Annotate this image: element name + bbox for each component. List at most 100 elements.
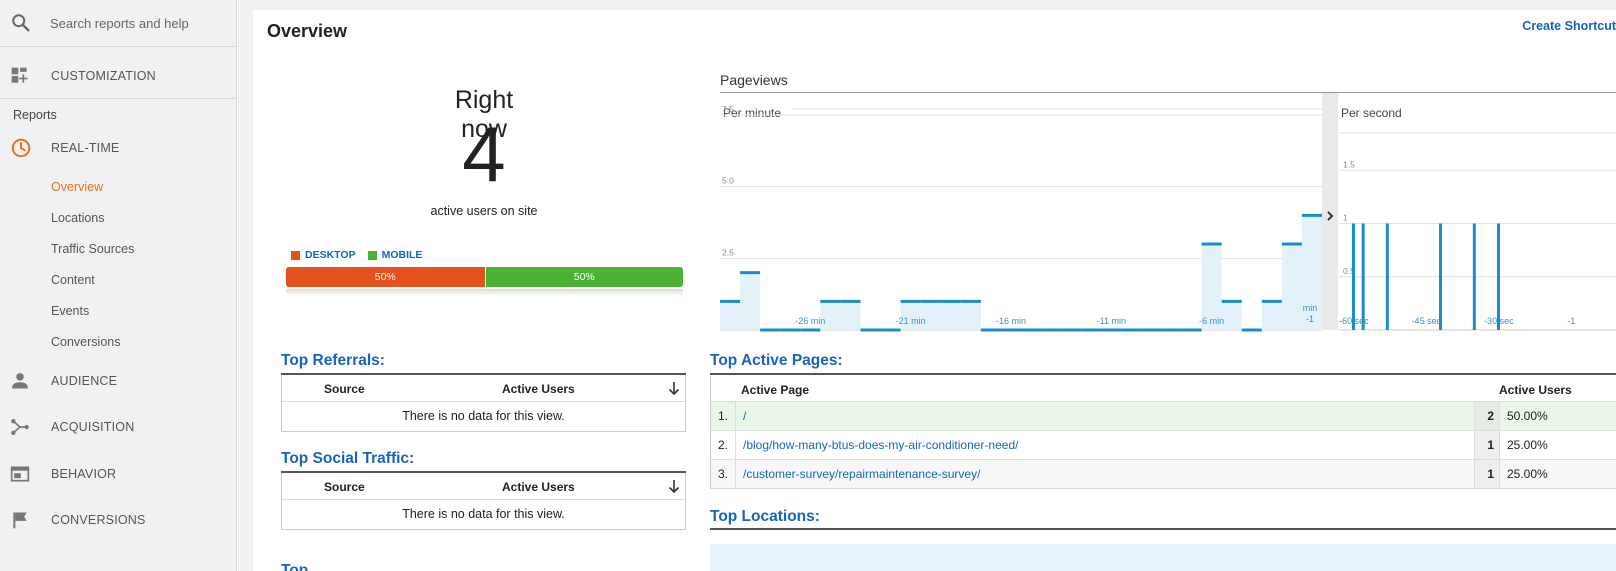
sidebar-item-acquisition[interactable]: ACQUISITION bbox=[0, 404, 236, 450]
sidebar-subitem-overview[interactable]: Overview bbox=[51, 180, 104, 194]
top-keywords-heading: Top Keywords: bbox=[281, 562, 309, 571]
reports-header: Reports bbox=[13, 108, 57, 122]
pageviews-divider bbox=[720, 92, 1616, 93]
locations-divider bbox=[710, 528, 1616, 530]
x-tick-label: -1 bbox=[1306, 314, 1314, 324]
social-table-header: Source Active Users bbox=[282, 473, 685, 500]
sidebar-item-label: REAL-TIME bbox=[51, 141, 120, 155]
x-tick-label: -60 sec bbox=[1339, 316, 1369, 326]
user-percent: 25.00% bbox=[1507, 467, 1548, 481]
x-tick-label: -16 min bbox=[996, 316, 1026, 326]
col-active-users[interactable]: Active Users bbox=[502, 480, 575, 494]
device-split-bar: 50% 50% bbox=[286, 267, 683, 289]
sidebar: CUSTOMIZATION Reports REAL-TIME Overview… bbox=[0, 0, 237, 571]
per-second-label: Per second bbox=[1341, 106, 1402, 120]
main-area: Overview Create Shortcut Right now 4 act… bbox=[238, 0, 1616, 571]
bar-shadow bbox=[286, 289, 683, 296]
row-number: 1. bbox=[711, 402, 736, 430]
sidebar-subitem-events[interactable]: Events bbox=[51, 304, 90, 318]
table-row: 1. / 2 50.00% bbox=[710, 402, 1616, 431]
y-tick-label: 1.5 bbox=[1343, 159, 1355, 169]
pageview-area bbox=[720, 301, 741, 330]
sort-down-arrow-icon[interactable] bbox=[667, 380, 681, 396]
page-link[interactable]: /customer-survey/repairmaintenance-surve… bbox=[743, 467, 981, 481]
pageview-area bbox=[1221, 301, 1242, 330]
pageview-area bbox=[820, 301, 841, 330]
active-users-count: 4 bbox=[462, 110, 506, 198]
desktop-swatch bbox=[291, 250, 300, 260]
sidebar-item-conversions[interactable]: CONVERSIONS bbox=[0, 497, 236, 543]
x-tick-label: -45 sec bbox=[1412, 316, 1442, 326]
search-bar bbox=[0, 0, 236, 47]
empty-message: There is no data for this view. bbox=[402, 409, 565, 423]
col-active-users[interactable]: Active Users bbox=[1499, 383, 1572, 397]
dashboard-icon bbox=[11, 67, 28, 83]
referrals-table: Source Active Users There is no data for… bbox=[281, 375, 686, 432]
mobile-swatch bbox=[367, 250, 377, 260]
right-now-label: Right now bbox=[454, 86, 514, 143]
x-tick-label: min bbox=[1303, 303, 1318, 313]
sidebar-subitem-conversions[interactable]: Conversions bbox=[51, 335, 121, 349]
y-tick-label: 7.5 bbox=[722, 104, 734, 114]
sidebar-item-customization[interactable]: CUSTOMIZATION bbox=[0, 53, 236, 99]
device-legend: DESKTOP MOBILE bbox=[291, 249, 434, 261]
social-table: Source Active Users There is no data for… bbox=[281, 473, 686, 530]
x-tick-label: -21 min bbox=[896, 316, 926, 326]
sidebar-item-audience[interactable]: AUDIENCE bbox=[0, 358, 236, 404]
sidebar-item-label: AUDIENCE bbox=[51, 374, 118, 388]
top-referrals-heading: Top Referrals: bbox=[281, 352, 385, 369]
sidebar-item-behavior[interactable]: BEHAVIOR bbox=[0, 451, 236, 497]
top-social-heading: Top Social Traffic: bbox=[281, 450, 415, 467]
page-link[interactable]: / bbox=[743, 409, 747, 423]
pageview-area bbox=[1301, 215, 1322, 330]
pageviews-title: Pageviews bbox=[720, 72, 788, 88]
top-locations-heading: Top Locations: bbox=[710, 508, 820, 525]
y-tick-label: 5.0 bbox=[722, 176, 734, 186]
pageview-area bbox=[900, 301, 921, 330]
x-tick-label: -26 min bbox=[795, 316, 825, 326]
clock-icon bbox=[11, 138, 31, 158]
x-tick-label: -6 min bbox=[1199, 316, 1224, 326]
col-active-page[interactable]: Active Page bbox=[741, 383, 810, 397]
referrals-divider bbox=[281, 373, 686, 375]
sort-down-arrow-icon[interactable] bbox=[667, 478, 681, 494]
search-input[interactable] bbox=[50, 12, 230, 34]
sidebar-subitem-traffic-sources[interactable]: Traffic Sources bbox=[51, 242, 135, 256]
col-active-users[interactable]: Active Users bbox=[502, 382, 575, 396]
active-pages-header: Active Page Active Users bbox=[710, 376, 1616, 402]
sidebar-subitem-content[interactable]: Content bbox=[51, 273, 95, 287]
pageview-area bbox=[1281, 244, 1302, 330]
referrals-table-header: Source Active Users bbox=[282, 375, 685, 402]
person-icon bbox=[12, 373, 28, 389]
locations-map bbox=[710, 544, 1616, 571]
x-tick-label: -1 bbox=[1567, 316, 1575, 326]
x-tick-label: -11 min bbox=[1097, 316, 1126, 326]
sidebar-item-realtime[interactable]: REAL-TIME bbox=[0, 125, 236, 171]
table-row: 2. /blog/how-many-btus-does-my-air-condi… bbox=[710, 431, 1616, 460]
legend-mobile-label: MOBILE bbox=[381, 249, 423, 261]
user-count: 2 bbox=[1474, 402, 1500, 430]
pageview-area bbox=[740, 272, 761, 330]
y-tick-label: 1 bbox=[1343, 213, 1348, 223]
page-link[interactable]: /blog/how-many-btus-does-my-air-conditio… bbox=[743, 438, 1019, 452]
per-minute-label: Per minute bbox=[723, 106, 781, 120]
user-percent: 25.00% bbox=[1507, 438, 1548, 452]
user-percent: 50.00% bbox=[1507, 409, 1548, 423]
sidebar-subitem-locations[interactable]: Locations bbox=[51, 211, 105, 225]
active-users-sublabel: active users on site bbox=[430, 204, 538, 218]
active-pages-divider bbox=[710, 373, 1616, 375]
pageview-area bbox=[1201, 244, 1222, 330]
user-count: 1 bbox=[1474, 460, 1500, 488]
x-tick-label: -30 sec bbox=[1484, 316, 1514, 326]
col-source[interactable]: Source bbox=[324, 480, 365, 494]
chevron-right-icon bbox=[1327, 211, 1334, 221]
table-row: 3. /customer-survey/repairmaintenance-su… bbox=[710, 460, 1616, 489]
overview-card: Overview Create Shortcut Right now 4 act… bbox=[253, 10, 1616, 571]
col-source[interactable]: Source bbox=[324, 382, 365, 396]
search-icon[interactable] bbox=[10, 12, 32, 34]
y-tick-label: 0.5 bbox=[1343, 266, 1355, 276]
sidebar-item-label: CUSTOMIZATION bbox=[51, 68, 156, 83]
sidebar-item-label: BEHAVIOR bbox=[51, 467, 117, 481]
social-divider bbox=[281, 471, 686, 473]
create-shortcut-link[interactable]: Create Shortcut bbox=[1522, 19, 1616, 33]
